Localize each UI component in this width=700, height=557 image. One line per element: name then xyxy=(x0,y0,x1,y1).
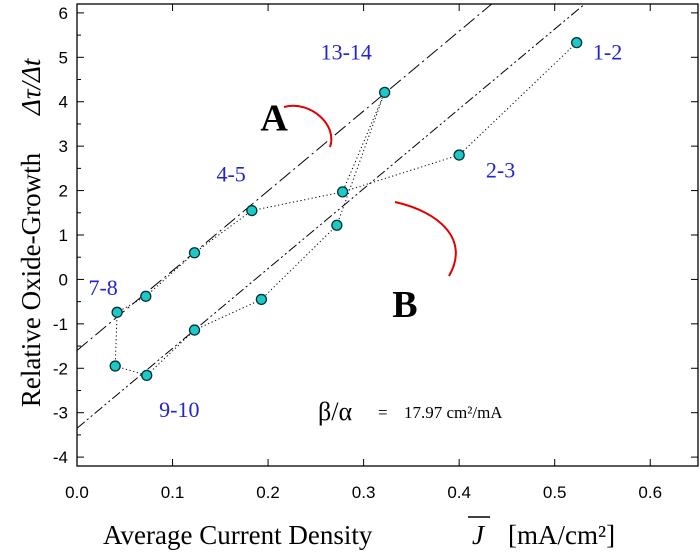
data-point xyxy=(111,306,123,318)
y-axis-title-text: Relative Oxide-Growth xyxy=(16,152,46,407)
y-tick-label: 3 xyxy=(59,137,68,156)
data-point xyxy=(140,290,152,302)
dotted-sequence-path xyxy=(114,42,578,376)
y-tick-label: 2 xyxy=(59,182,68,201)
x-tick-label: 0.3 xyxy=(352,483,376,502)
reference-lines xyxy=(76,3,586,429)
annotation-labels: 1-2 2-3 13-14 4-5 7-8 9-10 A B xyxy=(88,40,622,423)
x-tick-label: 0.4 xyxy=(447,483,471,502)
y-tick-label: -3 xyxy=(53,404,68,423)
data-point xyxy=(255,293,268,306)
y-tick-label: 6 xyxy=(59,4,68,23)
point-label: 13-14 xyxy=(321,40,372,65)
point-label: 7-8 xyxy=(88,275,117,300)
data-point xyxy=(336,186,349,198)
reference-line-a xyxy=(76,3,493,351)
reference-line-b xyxy=(76,3,586,429)
data-point xyxy=(331,219,343,231)
y-tick-label: 1 xyxy=(59,226,68,245)
axis-ticks: 0.0 0.1 0.2 0.3 0.4 0.5 0.6 -4 -3 -2 -1 0 1 2 3 4 5 6 xyxy=(53,4,698,502)
x-tick-label: 0.1 xyxy=(161,483,185,502)
x-tick-label: 0.0 xyxy=(65,483,89,502)
point-label: 4-5 xyxy=(216,162,245,187)
arrow-a-curve xyxy=(283,104,333,148)
ratio-symbol: β/α xyxy=(318,397,352,426)
data-point xyxy=(571,36,583,49)
x-axis-title-symbol: J xyxy=(472,520,486,550)
arrow-b-curve xyxy=(394,201,457,277)
x-tick-label: 0.2 xyxy=(256,483,280,502)
data-point xyxy=(246,204,258,217)
point-label: 9-10 xyxy=(159,397,199,422)
x-tick-label: 0.6 xyxy=(638,483,662,502)
y-tick-label: 5 xyxy=(59,48,68,67)
ratio-value: 17.97 cm²/mA xyxy=(404,403,503,422)
ratio-equals: = xyxy=(378,403,388,422)
x-axis-title-units: [mA/cm²] xyxy=(508,520,615,550)
point-label: 2-3 xyxy=(486,157,515,182)
data-point xyxy=(109,360,121,372)
y-tick-label: -4 xyxy=(53,448,68,467)
data-point xyxy=(188,247,201,259)
line-label-a: A xyxy=(260,98,288,140)
data-point xyxy=(453,149,465,161)
data-point xyxy=(188,324,201,336)
y-tick-label: 0 xyxy=(59,270,68,289)
point-label: 1-2 xyxy=(593,40,622,65)
y-axis-title: Relative Oxide-Growth Δτ/Δt xyxy=(16,57,46,407)
y-tick-label: -2 xyxy=(53,359,68,378)
data-markers xyxy=(109,36,583,382)
y-tick-label: 4 xyxy=(59,93,68,112)
y-axis-title-symbol: Δτ/Δt xyxy=(16,57,46,116)
line-label-b: B xyxy=(392,284,417,326)
data-point xyxy=(141,369,153,382)
data-point xyxy=(378,86,391,99)
dotted-connector xyxy=(114,42,578,376)
x-axis-title-text: Average Current Density xyxy=(103,520,373,550)
y-tick-label: -1 xyxy=(53,315,68,334)
x-tick-label: 0.5 xyxy=(543,483,567,502)
